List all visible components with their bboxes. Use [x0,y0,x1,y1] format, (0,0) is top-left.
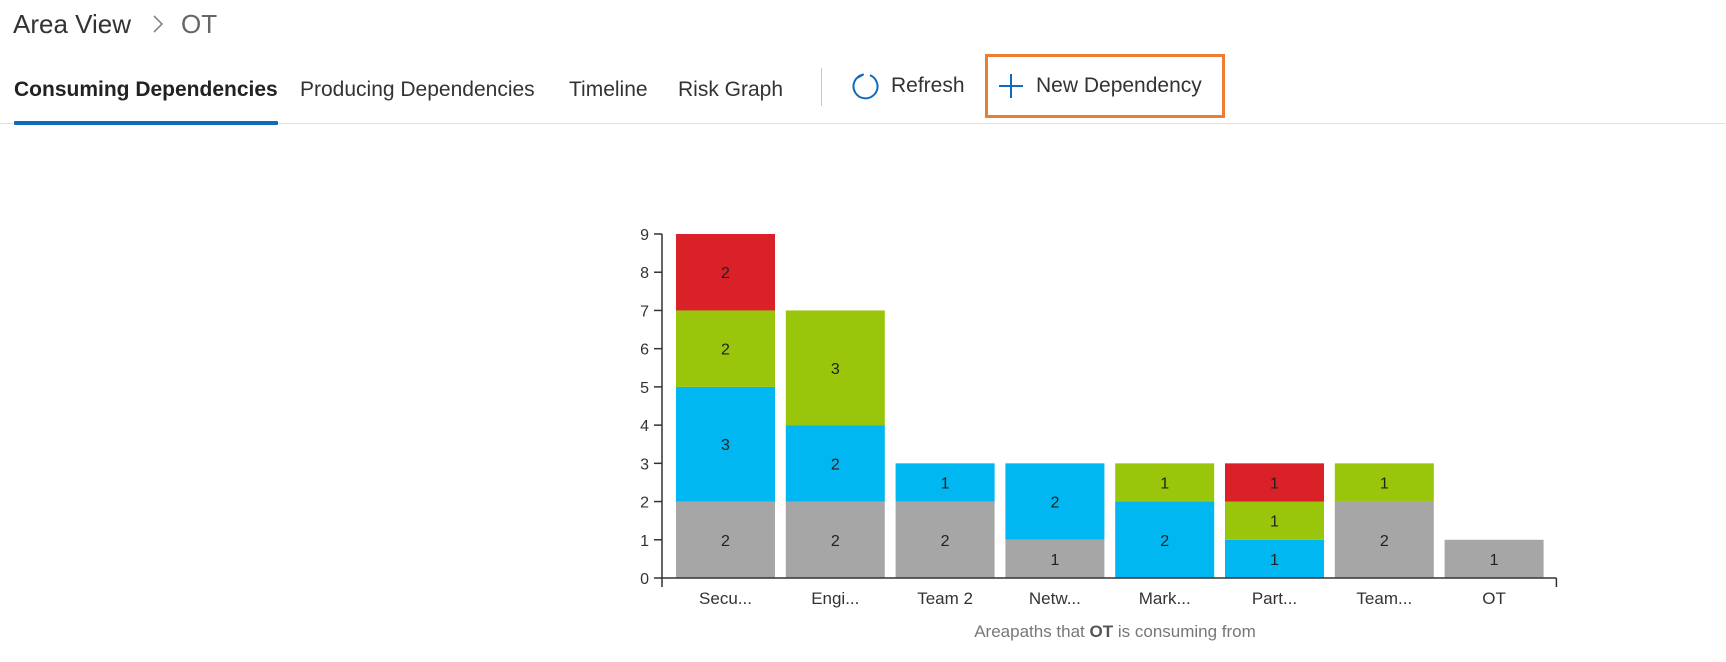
bar-segment [785,310,885,426]
y-tick-label: 1 [640,533,649,550]
x-tick-label: OT [1482,589,1506,608]
bar-value-label: 2 [721,342,730,359]
x-tick-label: Engi... [811,589,859,608]
x-tick-label: Mark... [1139,589,1191,608]
y-tick-label: 7 [640,303,649,320]
bar-segment [785,501,885,578]
bar-segment [676,310,775,387]
x-tick-label: Part... [1252,589,1297,608]
bar-value-label: 3 [721,437,730,454]
new-dependency-button[interactable]: New Dependency [996,56,1202,116]
chevron-right-icon [145,11,171,37]
tab-label: Timeline [569,78,648,101]
bar-segment [676,386,775,502]
bar-segment [1115,501,1215,578]
new-dependency-highlight [985,54,1225,118]
bar-value-label: 1 [941,475,950,492]
refresh-label: Refresh [891,74,965,97]
y-tick-label: 2 [640,495,649,512]
bar-value-label: 2 [831,456,840,473]
new-dependency-label: New Dependency [1036,74,1202,97]
y-tick-label: 4 [640,418,649,435]
bar-value-label: 2 [831,533,840,550]
bar-value-label: 2 [721,265,730,282]
bar-value-label: 2 [1050,495,1059,512]
breadcrumb-root[interactable]: Area View [13,8,132,39]
bar-value-label: 1 [1380,475,1389,492]
bar-segment [895,501,995,578]
bar-segment [1225,463,1324,502]
bar-segment [1005,463,1105,540]
breadcrumb-current: OT [181,8,218,39]
tab-label: Producing Dependencies [300,78,535,101]
bar-segment [676,234,775,311]
bar-value-label: 2 [1160,533,1169,550]
y-tick-label: 8 [640,265,649,282]
bar-value-label: 1 [1270,552,1279,569]
tab-label: Consuming Dependencies [14,78,278,101]
x-tick-label: Secu... [699,589,752,608]
bar-value-label: 2 [941,533,950,550]
bar-segment [1115,463,1215,502]
bar-value-label: 1 [1490,552,1499,569]
bar-value-label: 2 [721,533,730,550]
x-tick-label: Team... [1356,589,1412,608]
tab-risk-graph[interactable]: Risk Graph [678,56,783,124]
bar-segment [1005,539,1105,578]
y-tick-label: 9 [640,227,649,244]
bar-segment [1225,501,1324,540]
bar-value-label: 1 [1160,475,1169,492]
bar-segment [676,501,775,578]
bar-segment [1334,463,1434,502]
bar-value-label: 1 [1270,475,1279,492]
tab-timeline[interactable]: Timeline [569,56,648,124]
breadcrumb: Area View OT [13,6,217,42]
bar-segment [785,425,885,502]
bar-value-label: 2 [1380,533,1389,550]
refresh-icon [852,73,879,100]
bar-segment [1225,539,1324,578]
y-tick-label: 0 [640,571,649,588]
y-tick-label: 6 [640,342,649,359]
tab-producing-dependencies[interactable]: Producing Dependencies [300,56,535,124]
bar-value-label: 3 [831,361,840,378]
bar-segment [1334,501,1434,578]
view-toolbar: Consuming Dependencies Producing Depende… [0,56,1726,125]
refresh-button[interactable]: Refresh [851,56,965,116]
tab-label: Risk Graph [678,78,784,101]
bar-value-label: 1 [1270,514,1279,531]
tab-consuming-dependencies[interactable]: Consuming Dependencies [14,56,278,125]
plus-icon [999,74,1023,98]
bar-segment [895,463,995,502]
y-tick-label: 5 [640,380,649,397]
x-tick-label: Team 2 [917,589,973,608]
bar-value-label: 1 [1050,552,1059,569]
x-tick-label: Netw... [1029,589,1081,608]
toolbar-divider [821,68,822,106]
y-tick-label: 3 [640,456,649,473]
bar-segment [1444,539,1544,578]
